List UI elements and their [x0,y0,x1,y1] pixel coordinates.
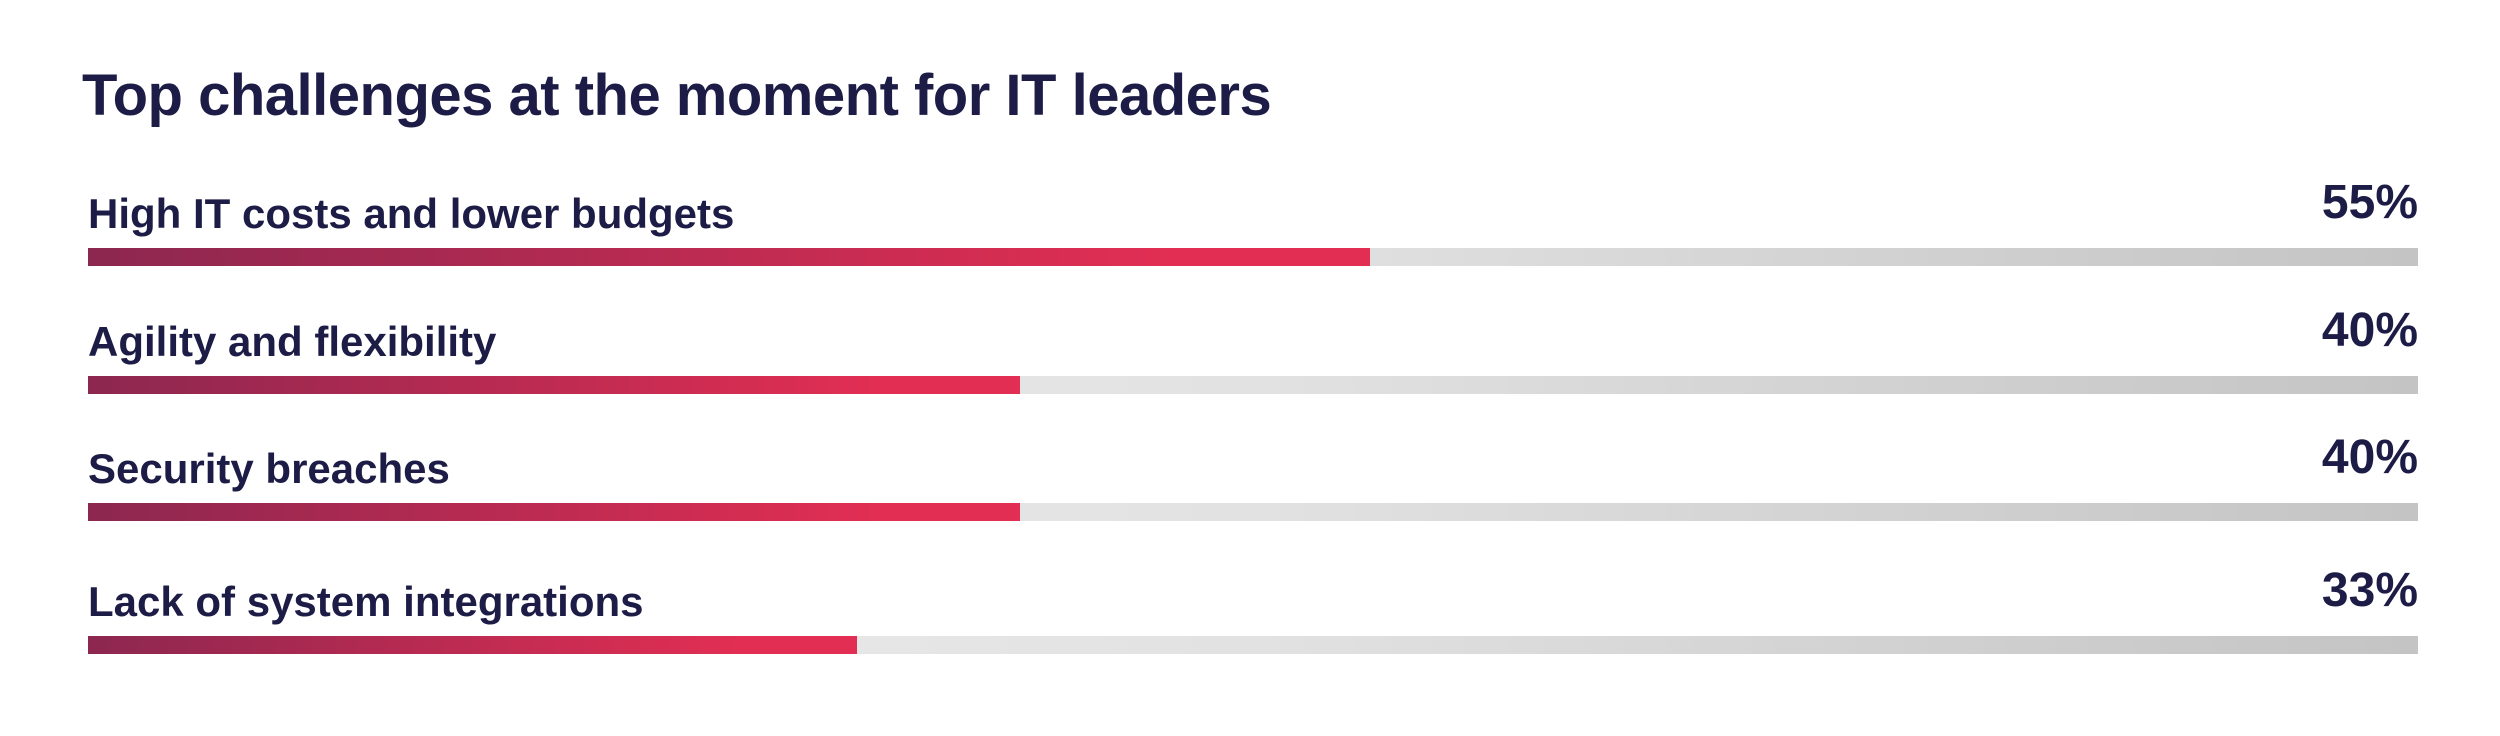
value-label: 55% [2321,176,2418,229]
bar-row: High IT costs and lower budgets 55% [88,176,2418,280]
bar-track [88,503,2418,521]
value-label: 40% [2321,304,2418,357]
category-label: Agility and flexibility [88,318,497,365]
bar [88,503,1020,521]
value-label: 33% [2321,564,2418,617]
bar-row: Agility and flexibility 40% [88,304,2418,408]
bar-track [88,248,2418,266]
value-label: 40% [2321,431,2418,484]
bar-chart: High IT costs and lower budgets 55% Agilit… [88,0,2418,736]
category-label: High IT costs and lower budgets [88,190,735,237]
category-label: Security breaches [88,445,450,492]
bar-track [88,376,2418,394]
bar [88,376,1020,394]
category-label: Lack of system integrations [88,578,644,625]
bar-row: Security breaches 40% [88,431,2418,535]
bar [88,636,857,654]
bar-track [88,636,2418,654]
chart-title: Top challenges at the moment for IT lead… [82,63,1272,128]
bar [88,248,1370,266]
bar-row: Lack of system integrations 33% [88,564,2418,668]
